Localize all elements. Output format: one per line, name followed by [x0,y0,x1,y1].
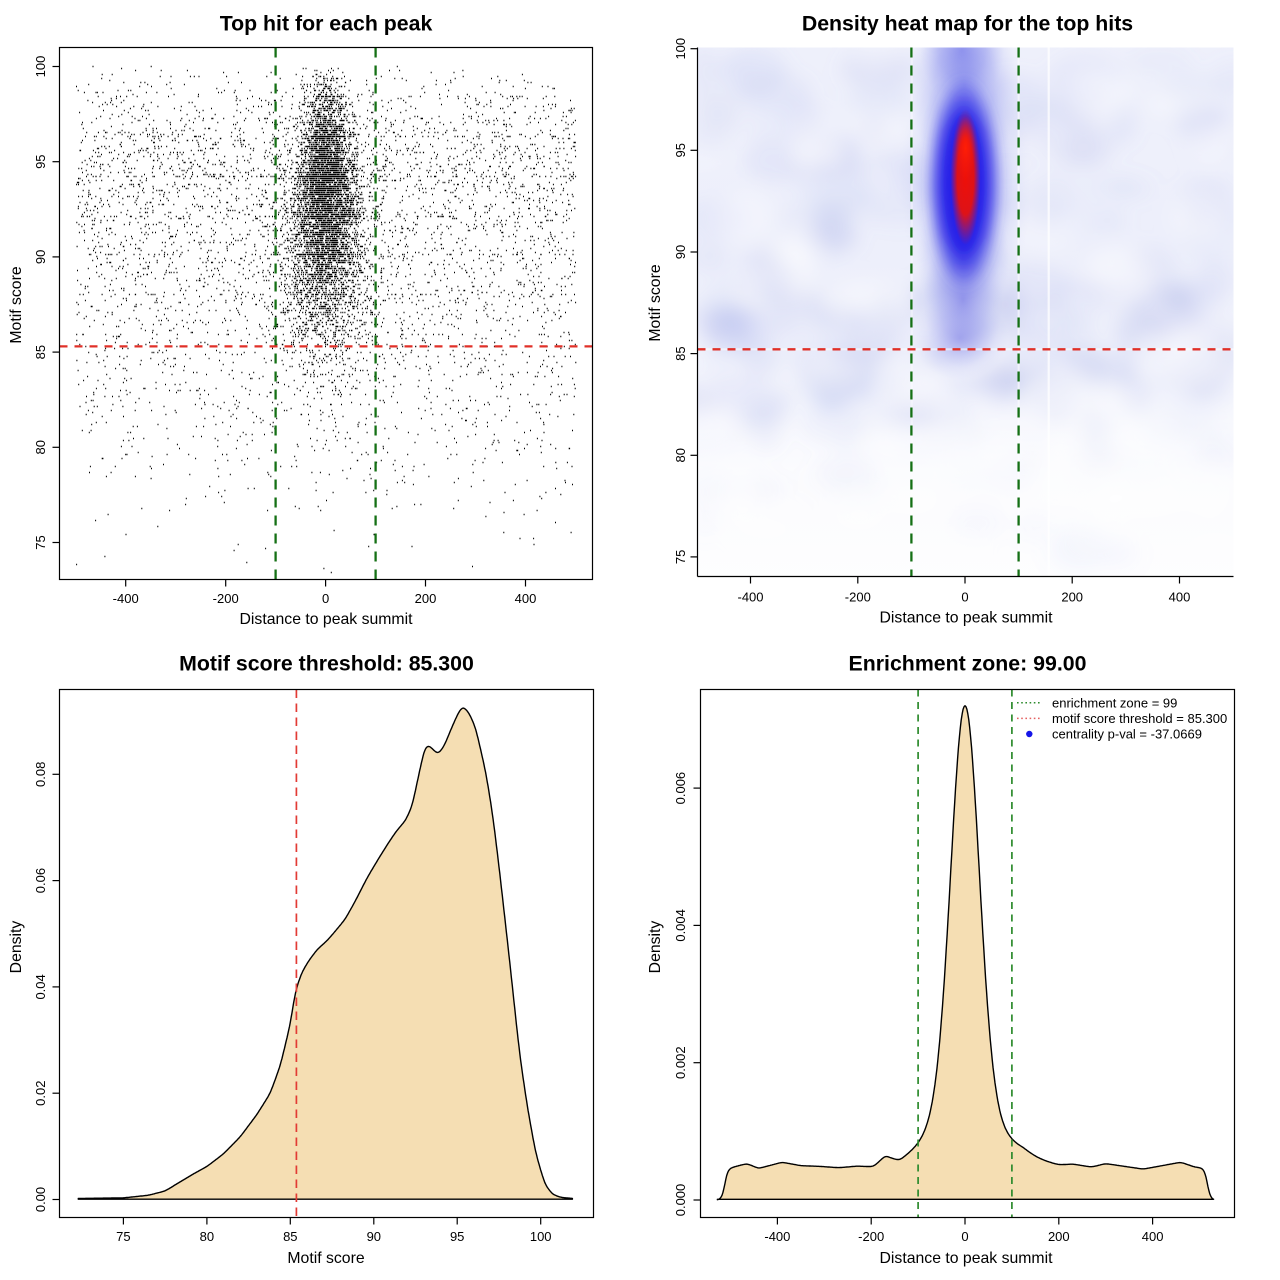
svg-text:Motif score: Motif score [287,1250,364,1267]
svg-text:75: 75 [116,1229,130,1244]
svg-text:100: 100 [33,56,48,78]
svg-text:90: 90 [367,1229,381,1244]
svg-text:Motif score threshold: 85.300: Motif score threshold: 85.300 [179,652,474,676]
svg-text:Top hit for each peak: Top hit for each peak [220,12,433,36]
svg-text:0.04: 0.04 [33,974,48,999]
svg-text:0.00: 0.00 [33,1187,48,1212]
svg-text:80: 80 [33,440,48,454]
svg-text:95: 95 [450,1229,464,1244]
svg-text:Distance to peak summit: Distance to peak summit [880,1250,1054,1267]
svg-text:400: 400 [1142,1229,1164,1244]
svg-text:80: 80 [673,448,688,462]
svg-text:0: 0 [322,591,329,606]
svg-text:0.06: 0.06 [33,868,48,893]
svg-text:85: 85 [673,346,688,360]
svg-text:Motif score: Motif score [8,266,25,343]
svg-text:0: 0 [961,1229,968,1244]
svg-text:-200: -200 [858,1229,884,1244]
svg-text:200: 200 [415,591,437,606]
svg-text:0.02: 0.02 [33,1081,48,1106]
svg-text:95: 95 [33,154,48,168]
svg-text:Enrichment zone: 99.00: Enrichment zone: 99.00 [849,652,1087,676]
svg-text:-200: -200 [213,591,239,606]
svg-text:Density: Density [8,921,25,974]
svg-text:centrality p-val = -37.0669: centrality p-val = -37.0669 [1052,727,1202,742]
svg-text:Motif score: Motif score [647,264,664,341]
svg-text:motif score threshold = 85.300: motif score threshold = 85.300 [1052,711,1227,726]
svg-text:0.08: 0.08 [33,762,48,787]
svg-text:Density heat map for the top h: Density heat map for the top hits [802,12,1133,36]
svg-text:0.006: 0.006 [673,772,688,805]
svg-text:0.004: 0.004 [673,909,688,942]
svg-text:200: 200 [1061,590,1083,605]
svg-text:Density: Density [647,921,664,974]
svg-text:-400: -400 [737,590,763,605]
svg-text:-200: -200 [845,590,871,605]
svg-text:-400: -400 [113,591,139,606]
svg-text:95: 95 [673,143,688,157]
svg-text:0.000: 0.000 [673,1184,688,1217]
svg-text:enrichment zone = 99: enrichment zone = 99 [1052,695,1177,710]
svg-text:100: 100 [673,38,688,60]
svg-text:80: 80 [200,1229,214,1244]
svg-text:400: 400 [1169,590,1191,605]
svg-text:85: 85 [33,345,48,359]
svg-text:0.002: 0.002 [673,1046,688,1079]
svg-text:100: 100 [530,1229,552,1244]
svg-text:Distance to peak summit: Distance to peak summit [240,611,414,628]
svg-text:400: 400 [515,591,537,606]
svg-text:90: 90 [33,250,48,264]
svg-text:0: 0 [961,590,968,605]
svg-text:90: 90 [673,245,688,259]
svg-text:200: 200 [1048,1229,1070,1244]
svg-text:75: 75 [673,550,688,564]
svg-text:Distance to peak summit: Distance to peak summit [880,610,1054,627]
svg-text:75: 75 [33,535,48,549]
svg-text:85: 85 [283,1229,297,1244]
svg-text:-400: -400 [764,1229,790,1244]
